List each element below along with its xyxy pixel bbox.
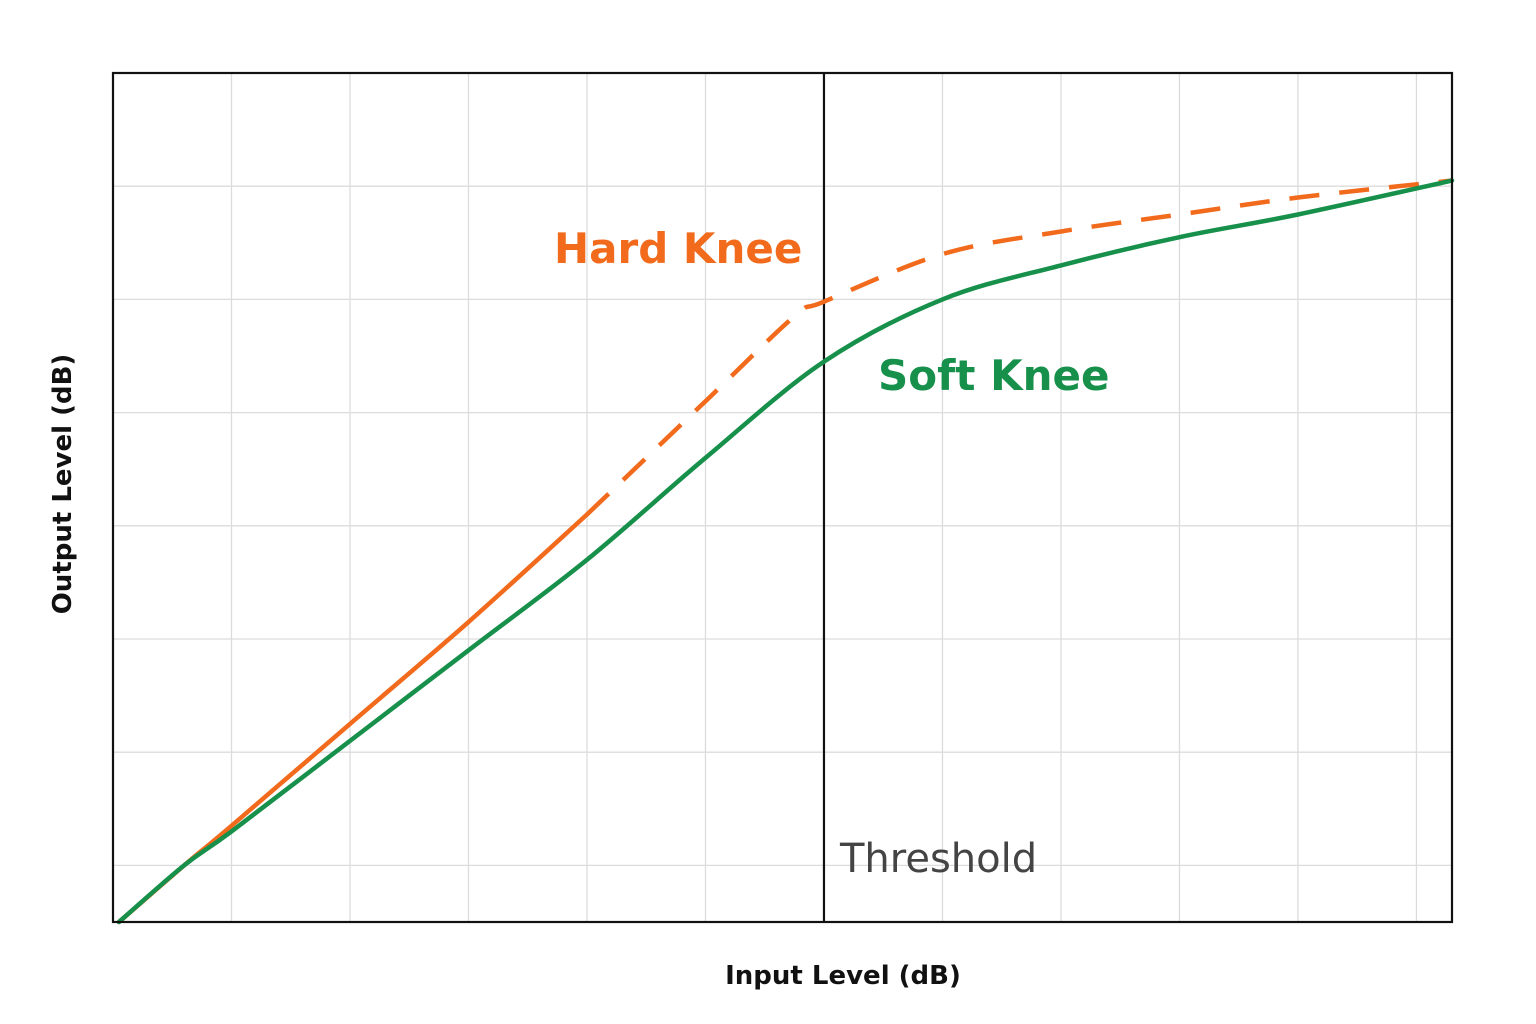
x-axis-title: Input Level (dB) xyxy=(725,961,961,991)
hard-knee-label: Hard Knee xyxy=(554,224,802,273)
plot-frame xyxy=(111,71,1454,924)
series-lines xyxy=(116,178,1455,925)
soft-knee-line xyxy=(116,178,1455,925)
soft-knee-label: Soft Knee xyxy=(878,351,1110,400)
threshold-label: Threshold xyxy=(839,836,1037,882)
y-axis-title: Output Level (dB) xyxy=(48,354,78,615)
